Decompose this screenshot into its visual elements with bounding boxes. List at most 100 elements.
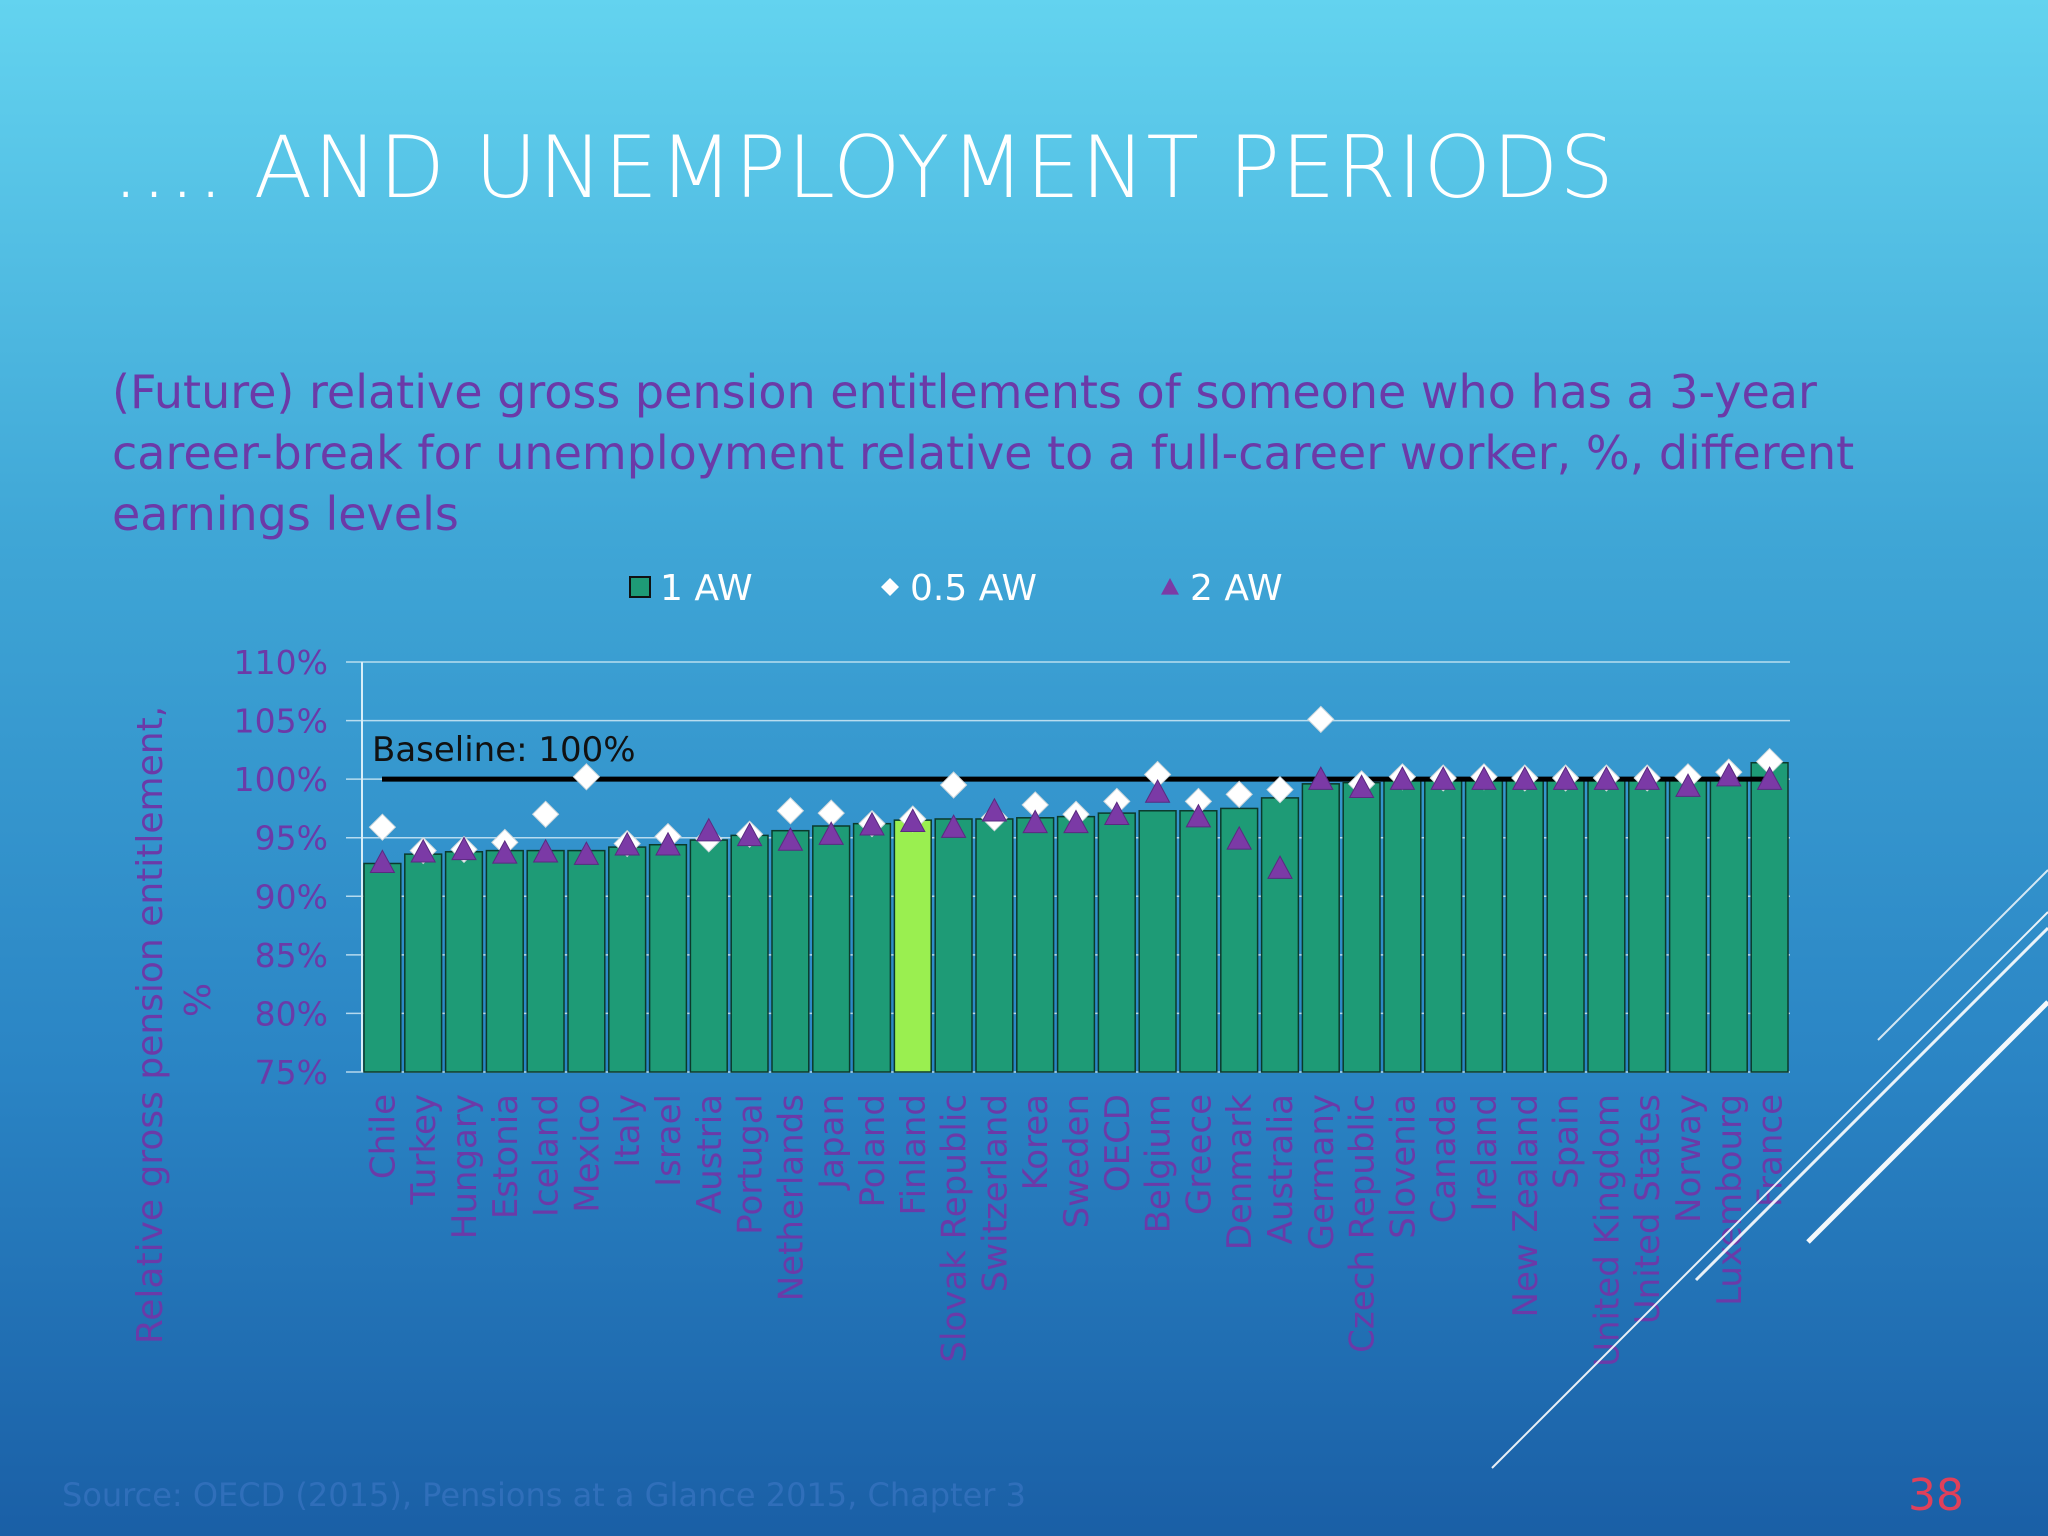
- x-tick-label: Finland: [894, 1094, 934, 1216]
- bar: [1668, 778, 1708, 1073]
- marker-triangle: [451, 836, 477, 861]
- marker-triangle: [1226, 825, 1253, 850]
- marker-triangle: [1022, 809, 1049, 834]
- marker-triangle: [1675, 773, 1701, 797]
- bar: [1709, 778, 1748, 1073]
- marker-triangle: [736, 822, 763, 847]
- x-tick-label: Mexico: [567, 1094, 607, 1213]
- marker-triangle: [1430, 766, 1457, 790]
- x-tick-label: Norway: [1669, 1094, 1709, 1223]
- legend-swatch-triangle: [1161, 578, 1179, 595]
- marker-triangle: [899, 808, 926, 833]
- x-tick-label: Austria: [690, 1094, 730, 1214]
- marker-triangle: [410, 838, 437, 863]
- x-tick-label: Estonia: [486, 1094, 526, 1219]
- x-tick-label: Japan: [812, 1094, 852, 1191]
- x-tick-label: Czech Republic: [1343, 1094, 1383, 1353]
- y-tick-label: 105%: [234, 702, 328, 741]
- marker-diamond: [368, 813, 397, 841]
- bar: [934, 818, 973, 1073]
- source-note: Source: OECD (2015), Pensions at a Glanc…: [62, 1476, 1026, 1514]
- bar: [567, 849, 606, 1073]
- x-tick-label: Hungary: [445, 1094, 485, 1239]
- x-tick-label: United Kingdom: [1587, 1094, 1627, 1367]
- legend-swatch-bar: [629, 576, 651, 598]
- marker-diamond: [572, 763, 601, 791]
- slide-title: .... AND UNEMPLOYMENT PERIODS: [112, 118, 1616, 218]
- marker-triangle: [1634, 766, 1661, 790]
- bar: [1097, 812, 1136, 1073]
- marker-diamond: [1307, 705, 1335, 734]
- bar: [1138, 810, 1177, 1073]
- marker-triangle: [1103, 801, 1130, 825]
- marker-triangle: [818, 821, 845, 845]
- marker-triangle: [532, 838, 559, 863]
- legend: 1 AW 0.5 AW 2 AW: [629, 568, 1283, 609]
- marker-triangle: [491, 839, 518, 864]
- y-tick-label: 110%: [234, 643, 328, 682]
- marker-triangle: [981, 797, 1008, 822]
- x-tick-label: New Zealand: [1506, 1094, 1546, 1317]
- bar: [1179, 810, 1218, 1073]
- bar: [1424, 779, 1463, 1073]
- x-tick-label: Luxembourg: [1710, 1094, 1750, 1306]
- bar: [893, 819, 932, 1073]
- marker-triangle: [1552, 766, 1579, 790]
- bar: [1056, 815, 1096, 1073]
- legend-swatch-diamond: [881, 578, 899, 596]
- x-tick-label: United States: [1628, 1094, 1668, 1324]
- x-tick-label: Israel: [649, 1094, 689, 1187]
- x-tick-label: Slovenia: [1383, 1094, 1423, 1239]
- bar: [526, 849, 565, 1073]
- x-tick-label: Chile: [363, 1094, 403, 1179]
- y-tick-label: 95%: [255, 819, 328, 858]
- bar: [1220, 807, 1259, 1073]
- x-tick-label: Korea: [1016, 1094, 1056, 1190]
- x-tick-label: Greece: [1179, 1094, 1219, 1215]
- x-tick-label: Iceland: [527, 1094, 567, 1217]
- axes: 75% 80% 85% 90% 95% 100% 105% 110% Chile Turkey Hu…: [130, 643, 1791, 1367]
- bar: [812, 825, 851, 1073]
- marker-diamond: [776, 797, 805, 825]
- baseline-label: Baseline: 100%: [372, 730, 636, 770]
- marker-triangle: [1063, 809, 1089, 834]
- bar: [1587, 778, 1626, 1073]
- page-number: 38: [1908, 1470, 1964, 1521]
- bar: [444, 851, 484, 1073]
- marker-triangle: [655, 831, 681, 856]
- markers: [368, 705, 1784, 879]
- x-tick-label: Turkey: [404, 1094, 444, 1206]
- x-tick-label: Germany: [1302, 1094, 1342, 1250]
- x-tick-label: Slovak Republic: [935, 1094, 975, 1363]
- y-tick-label: 85%: [255, 936, 328, 975]
- bar: [608, 846, 647, 1073]
- marker-triangle: [1593, 766, 1620, 790]
- marker-triangle: [1389, 766, 1416, 790]
- marker-triangle: [1756, 766, 1783, 790]
- y-axis-label: Relative gross pension entitlement,: [130, 706, 171, 1344]
- bar: [404, 853, 443, 1073]
- marker-triangle: [1185, 803, 1212, 828]
- marker-diamond: [531, 800, 560, 828]
- x-tick-label: Sweden: [1057, 1094, 1097, 1228]
- bars: [363, 761, 1789, 1073]
- bar: [363, 862, 402, 1073]
- marker-triangle: [1715, 762, 1742, 787]
- bar: [485, 849, 524, 1073]
- marker-diamond: [1266, 775, 1294, 804]
- x-tick-label: Spain: [1547, 1094, 1587, 1189]
- bar: [1016, 817, 1055, 1073]
- marker-triangle: [369, 849, 396, 874]
- bar: [1750, 761, 1789, 1073]
- x-tick-label: Italy: [608, 1094, 648, 1168]
- marker-triangle: [1144, 778, 1171, 803]
- x-tick-label: Netherlands: [771, 1094, 811, 1301]
- marker-diamond: [1225, 780, 1253, 809]
- marker-diamond: [939, 771, 968, 799]
- marker-triangle: [1471, 766, 1497, 790]
- x-tick-label: Belgium: [1139, 1094, 1179, 1233]
- legend-label: 2 AW: [1190, 568, 1283, 609]
- marker-triangle: [940, 814, 967, 838]
